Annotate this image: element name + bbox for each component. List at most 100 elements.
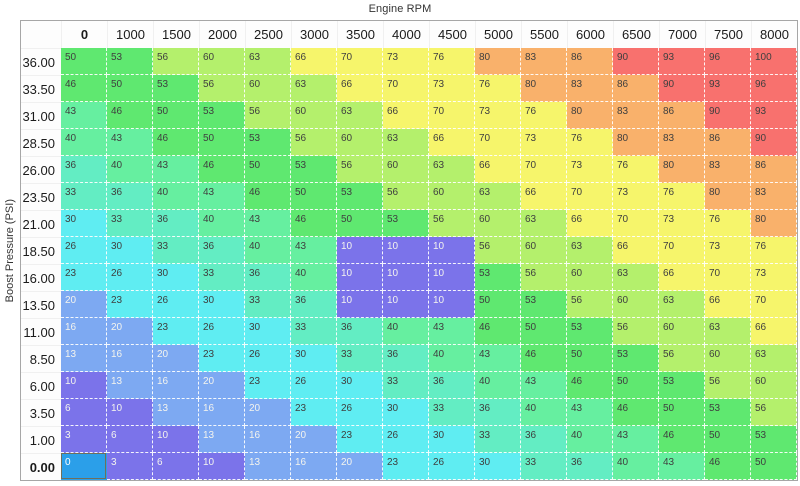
table-cell[interactable]: 66 <box>429 129 475 156</box>
table-cell[interactable]: 26 <box>61 237 107 264</box>
table-cell[interactable]: 90 <box>613 48 659 75</box>
table-cell[interactable]: 63 <box>751 345 797 372</box>
row-header-1.00[interactable]: 1.00 <box>21 426 61 453</box>
table-cell[interactable]: 10 <box>429 237 475 264</box>
table-cell[interactable]: 10 <box>337 291 383 318</box>
table-cell[interactable]: 40 <box>475 372 521 399</box>
table-cell[interactable]: 23 <box>107 291 153 318</box>
table-cell[interactable]: 50 <box>107 75 153 102</box>
table-cell[interactable]: 3 <box>107 453 153 480</box>
table-cell[interactable]: 13 <box>61 345 107 372</box>
col-header-8000[interactable]: 8000 <box>751 21 797 48</box>
table-cell[interactable]: 90 <box>659 75 705 102</box>
table-cell[interactable]: 30 <box>61 210 107 237</box>
table-cell[interactable]: 26 <box>337 399 383 426</box>
table-cell[interactable]: 53 <box>705 399 751 426</box>
table-cell[interactable]: 53 <box>751 426 797 453</box>
table-cell[interactable]: 26 <box>291 372 337 399</box>
table-cell[interactable]: 63 <box>567 237 613 264</box>
table-cell[interactable]: 50 <box>337 210 383 237</box>
col-header-1500[interactable]: 1500 <box>153 21 199 48</box>
table-cell[interactable]: 60 <box>245 75 291 102</box>
table-cell[interactable]: 56 <box>475 237 521 264</box>
table-cell[interactable]: 70 <box>751 291 797 318</box>
table-cell[interactable]: 70 <box>567 183 613 210</box>
table-cell[interactable]: 80 <box>475 48 521 75</box>
table-cell[interactable]: 56 <box>153 48 199 75</box>
table-cell[interactable]: 26 <box>199 318 245 345</box>
table-cell[interactable]: 53 <box>383 210 429 237</box>
table-cell[interactable]: 43 <box>107 129 153 156</box>
table-cell[interactable]: 26 <box>429 453 475 480</box>
table-cell[interactable]: 36 <box>383 345 429 372</box>
table-cell[interactable]: 46 <box>475 318 521 345</box>
table-cell[interactable]: 76 <box>429 48 475 75</box>
table-cell[interactable]: 56 <box>337 156 383 183</box>
table-cell[interactable]: 63 <box>705 318 751 345</box>
row-header-21.00[interactable]: 21.00 <box>21 210 61 237</box>
table-cell[interactable]: 80 <box>521 75 567 102</box>
table-cell[interactable]: 10 <box>383 264 429 291</box>
table-cell[interactable]: 30 <box>107 237 153 264</box>
table-cell[interactable]: 16 <box>245 426 291 453</box>
table-cell[interactable]: 50 <box>567 345 613 372</box>
table-cell[interactable]: 6 <box>61 399 107 426</box>
table-cell[interactable]: 66 <box>705 291 751 318</box>
table-cell[interactable]: 6 <box>153 453 199 480</box>
table-cell[interactable]: 93 <box>659 48 705 75</box>
table-cell[interactable]: 33 <box>199 264 245 291</box>
table-cell[interactable]: 36 <box>245 264 291 291</box>
col-header-2000[interactable]: 2000 <box>199 21 245 48</box>
col-header-5000[interactable]: 5000 <box>475 21 521 48</box>
table-cell[interactable]: 20 <box>107 318 153 345</box>
table-cell[interactable]: 73 <box>383 48 429 75</box>
table-cell[interactable]: 43 <box>475 345 521 372</box>
table-cell[interactable]: 76 <box>705 210 751 237</box>
table-cell[interactable]: 36 <box>521 426 567 453</box>
table-cell[interactable]: 63 <box>521 210 567 237</box>
table-cell[interactable]: 33 <box>475 426 521 453</box>
row-header-6.00[interactable]: 6.00 <box>21 372 61 399</box>
table-cell[interactable]: 60 <box>383 156 429 183</box>
table-cell[interactable]: 46 <box>107 102 153 129</box>
table-cell[interactable]: 76 <box>751 237 797 264</box>
table-cell[interactable]: 56 <box>705 372 751 399</box>
table-cell[interactable]: 50 <box>61 48 107 75</box>
table-cell[interactable]: 83 <box>705 156 751 183</box>
table-cell[interactable]: 20 <box>291 426 337 453</box>
table-cell[interactable]: 73 <box>705 237 751 264</box>
row-header-23.50[interactable]: 23.50 <box>21 183 61 210</box>
table-cell[interactable]: 53 <box>613 345 659 372</box>
table-cell[interactable]: 63 <box>291 75 337 102</box>
table-cell[interactable]: 30 <box>429 426 475 453</box>
table-cell[interactable]: 33 <box>383 372 429 399</box>
table-cell[interactable]: 30 <box>245 318 291 345</box>
row-header-26.00[interactable]: 26.00 <box>21 156 61 183</box>
table-cell[interactable]: 80 <box>567 102 613 129</box>
row-header-3.50[interactable]: 3.50 <box>21 399 61 426</box>
table-cell[interactable]: 53 <box>337 183 383 210</box>
table-cell[interactable]: 43 <box>245 210 291 237</box>
table-cell[interactable]: 33 <box>291 318 337 345</box>
table-cell[interactable]: 60 <box>567 264 613 291</box>
table-cell[interactable]: 70 <box>705 264 751 291</box>
row-header-18.50[interactable]: 18.50 <box>21 237 61 264</box>
table-cell[interactable]: 26 <box>153 291 199 318</box>
table-cell[interactable]: 96 <box>751 75 797 102</box>
table-cell[interactable]: 73 <box>567 156 613 183</box>
table-cell[interactable]: 26 <box>107 264 153 291</box>
table-cell[interactable]: 50 <box>199 129 245 156</box>
table-cell[interactable]: 60 <box>337 129 383 156</box>
table-cell[interactable]: 63 <box>613 264 659 291</box>
row-header-0.00[interactable]: 0.00 <box>21 453 61 480</box>
table-cell[interactable]: 40 <box>61 129 107 156</box>
table-cell[interactable]: 80 <box>705 183 751 210</box>
table-cell[interactable]: 36 <box>61 156 107 183</box>
table-cell[interactable]: 53 <box>475 264 521 291</box>
table-cell[interactable]: 16 <box>291 453 337 480</box>
table-cell[interactable]: 43 <box>429 318 475 345</box>
col-header-4000[interactable]: 4000 <box>383 21 429 48</box>
table-cell[interactable]: 80 <box>659 156 705 183</box>
table-cell[interactable]: 30 <box>153 264 199 291</box>
table-cell[interactable]: 56 <box>245 102 291 129</box>
